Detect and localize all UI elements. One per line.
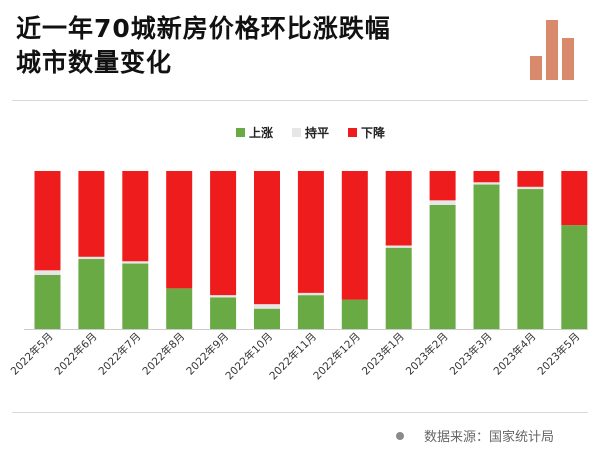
- bottom-divider: [12, 412, 588, 413]
- x-tick-label-8: 2023年1月: [359, 330, 407, 378]
- bar-fall-3: [166, 171, 193, 289]
- bar-flat-1: [78, 256, 105, 260]
- chart-title-line2: 城市数量变化: [16, 48, 173, 77]
- bar-fall-5: [254, 171, 280, 305]
- bar-flat-0: [34, 270, 61, 275]
- bar-fall-8: [385, 171, 412, 246]
- legend-swatch-2: [348, 128, 357, 137]
- x-tick-label-3: 2022年8月: [140, 330, 188, 378]
- bar-fall-6: [297, 171, 324, 293]
- bar-fall-2: [122, 171, 149, 262]
- legend-label-2: 下降: [361, 125, 386, 140]
- bar-fall-9: [429, 171, 456, 201]
- x-tick-label-10: 2023年3月: [447, 330, 495, 378]
- x-tick-label-0: 2022年5月: [8, 330, 56, 378]
- x-tick-label-12: 2023年5月: [535, 330, 583, 378]
- bar-rise-12: [561, 225, 588, 329]
- stacked-bar-chart: 上涨 持平 下降 2022年5月2022年6月2022年7月2022年8月2022年9…: [8, 125, 588, 382]
- bar-chart-logo-icon: [530, 20, 574, 80]
- bar-rise-1: [78, 259, 105, 329]
- bar-flat-9: [429, 200, 456, 205]
- x-tick-label-9: 2023年2月: [403, 330, 451, 378]
- bar-rise-4: [210, 297, 237, 329]
- bar-flat-8: [385, 245, 412, 248]
- logo-bar-1: [530, 56, 542, 80]
- bar-fall-11: [517, 171, 544, 187]
- bar-fall-0: [34, 171, 61, 271]
- bar-flat-11: [517, 186, 544, 190]
- legend-swatch-0: [236, 128, 245, 137]
- bar-fall-4: [210, 171, 237, 296]
- bar-rise-0: [34, 274, 61, 329]
- bar-flat-6: [297, 292, 324, 296]
- bar-rise-10: [473, 184, 500, 329]
- logo-bar-2: [546, 20, 558, 80]
- source-text: 数据来源：国家统计局: [424, 430, 555, 445]
- logo-bar-3: [562, 38, 574, 80]
- bar-flat-4: [210, 295, 237, 298]
- bar-flat-5: [254, 304, 280, 309]
- x-tick-label-2: 2022年7月: [96, 330, 144, 378]
- bar-fall-7: [341, 171, 368, 300]
- bar-rise-8: [385, 247, 412, 329]
- legend-swatch-1: [292, 128, 301, 137]
- source-bullet-icon: [396, 431, 404, 440]
- bar-rise-7: [341, 299, 368, 329]
- chart-title-line1: 近一年70城新房价格环比涨跌幅: [16, 14, 391, 43]
- bar-rise-2: [122, 263, 149, 329]
- chart-title: 近一年70城新房价格环比涨跌幅 城市数量变化: [16, 12, 391, 80]
- data-source: 数据来源：国家统计局: [396, 426, 554, 445]
- top-divider: [12, 100, 588, 101]
- x-tick-label-7: 2022年12月: [311, 330, 363, 382]
- bar-flat-10: [473, 182, 500, 185]
- legend-label-1: 持平: [305, 125, 329, 140]
- x-tick-label-4: 2022年9月: [184, 330, 232, 378]
- bar-fall-12: [561, 171, 588, 226]
- x-tick-label-11: 2023年4月: [491, 330, 539, 378]
- bar-rise-3: [166, 288, 193, 329]
- legend-label-0: 上涨: [249, 125, 273, 140]
- bar-flat-2: [122, 261, 149, 264]
- bar-rise-6: [297, 295, 324, 329]
- bar-rise-9: [429, 204, 456, 329]
- bar-rise-5: [254, 308, 280, 329]
- bar-fall-10: [473, 171, 500, 183]
- bar-fall-1: [78, 171, 105, 257]
- x-tick-label-1: 2022年6月: [52, 330, 100, 378]
- bar-rise-11: [517, 189, 544, 329]
